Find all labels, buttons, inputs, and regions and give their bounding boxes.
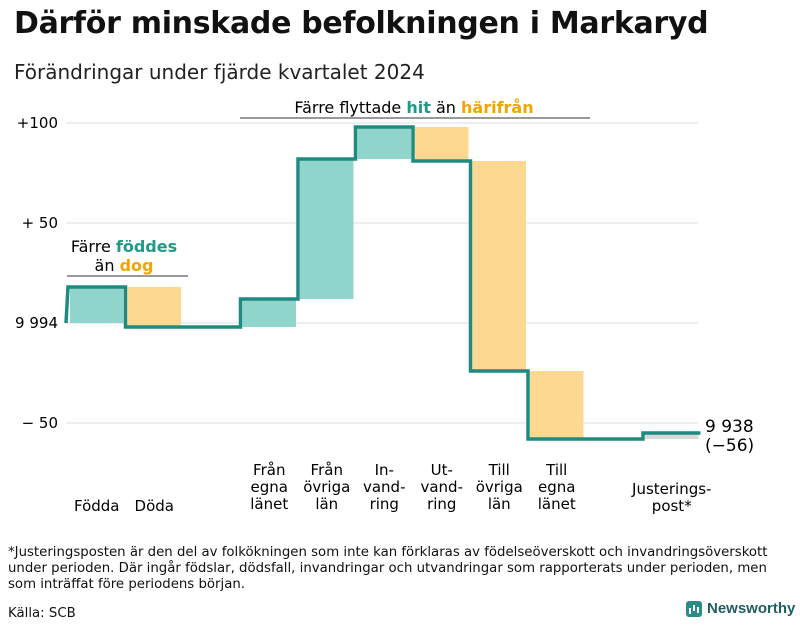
annotation-born-highlight: föddes bbox=[116, 237, 177, 256]
x-category-label: länet bbox=[538, 495, 576, 513]
annotation-than-text: än bbox=[95, 256, 115, 275]
cumulative-step-line bbox=[64, 125, 701, 441]
bars bbox=[70, 127, 699, 439]
x-category-label: vand- bbox=[363, 478, 406, 496]
x-category-label: övriga bbox=[303, 478, 350, 496]
y-tick-label: + 50 bbox=[22, 214, 58, 232]
annotation-moved-than-text: än bbox=[436, 98, 456, 117]
waterfall-bar bbox=[70, 287, 124, 323]
y-tick-label: − 50 bbox=[22, 414, 58, 432]
waterfall-bar bbox=[357, 127, 411, 159]
annotation-born-text: Färre bbox=[71, 237, 111, 256]
y-axis-tick-labels: +100 + 50 9 994 − 50 bbox=[15, 114, 58, 432]
chart-title: Därför minskade befolkningen i Markaryd bbox=[14, 6, 709, 41]
annotation-moved-away-highlight: härifrån bbox=[461, 98, 534, 117]
waterfall-bar bbox=[127, 287, 181, 327]
x-category-label: Från bbox=[311, 461, 343, 479]
chart-subtitle: Förändringar under fjärde kvartalet 2024 bbox=[14, 60, 425, 84]
x-category-label: Från bbox=[253, 461, 285, 479]
x-category-label: ring bbox=[370, 495, 399, 513]
x-category-label: vand- bbox=[420, 478, 463, 496]
x-axis-category-labels: Födda DödaFrånegnalänetFrånövrigalänIn-va… bbox=[74, 461, 711, 515]
source-label: Källa: SCB bbox=[8, 606, 76, 621]
svg-text:än dog: än dog bbox=[95, 256, 154, 275]
waterfall-bar bbox=[530, 371, 584, 439]
annotation-moved-here-highlight: hit bbox=[406, 98, 431, 117]
x-category-label: egna bbox=[538, 478, 575, 496]
newsworthy-logo-icon bbox=[686, 600, 702, 617]
end-change-label: (−56) bbox=[705, 436, 754, 456]
x-category-label: övriga bbox=[476, 478, 523, 496]
x-category-label: Till bbox=[488, 461, 510, 479]
annotation-born-vs-died: Färre föddes än dog bbox=[67, 237, 188, 277]
x-category-label: In- bbox=[375, 461, 394, 479]
grid-lines bbox=[66, 122, 698, 424]
svg-text:Färre föddes: Färre föddes bbox=[71, 237, 177, 256]
waterfall-bar bbox=[415, 127, 469, 161]
waterfall-bar bbox=[645, 433, 699, 439]
annotation-died-highlight: dog bbox=[120, 256, 154, 275]
newsworthy-logo[interactable]: Newsworthy bbox=[686, 600, 795, 617]
waterfall-bar bbox=[242, 299, 296, 327]
x-category-label: län bbox=[488, 495, 511, 513]
waterfall-bar bbox=[300, 159, 354, 299]
x-category-label: Ut- bbox=[431, 461, 453, 479]
y-tick-label: +100 bbox=[17, 114, 58, 132]
x-category-label: egna bbox=[251, 478, 288, 496]
x-category-label: Döda bbox=[135, 497, 174, 515]
x-category-label: ring bbox=[427, 495, 456, 513]
logo-text: Newsworthy bbox=[707, 600, 796, 617]
footnote: *Justeringsposten är den del av folkökni… bbox=[8, 545, 768, 592]
svg-text:Färre flyttade hit: Färre flyttade hit än härifrån bbox=[294, 98, 533, 117]
y-tick-label: 9 994 bbox=[15, 314, 58, 332]
annotation-moved-text: Färre flyttade bbox=[294, 98, 401, 117]
annotation-moved-in-vs-out: Färre flyttade hit än härifrån bbox=[240, 98, 590, 119]
end-value-label: 9 938 bbox=[705, 417, 754, 437]
x-category-label: Till bbox=[545, 461, 567, 479]
waterfall-bar bbox=[472, 161, 526, 371]
x-category-label: Justerings- bbox=[631, 480, 711, 498]
x-category-label: länet bbox=[250, 495, 288, 513]
x-category-label: Födda bbox=[74, 497, 120, 515]
x-category-label: län bbox=[315, 495, 338, 513]
x-category-label: post* bbox=[652, 497, 692, 515]
waterfall-chart: +100+ 509 994− 50 Födda DödaFrånegnalänet… bbox=[15, 98, 754, 515]
